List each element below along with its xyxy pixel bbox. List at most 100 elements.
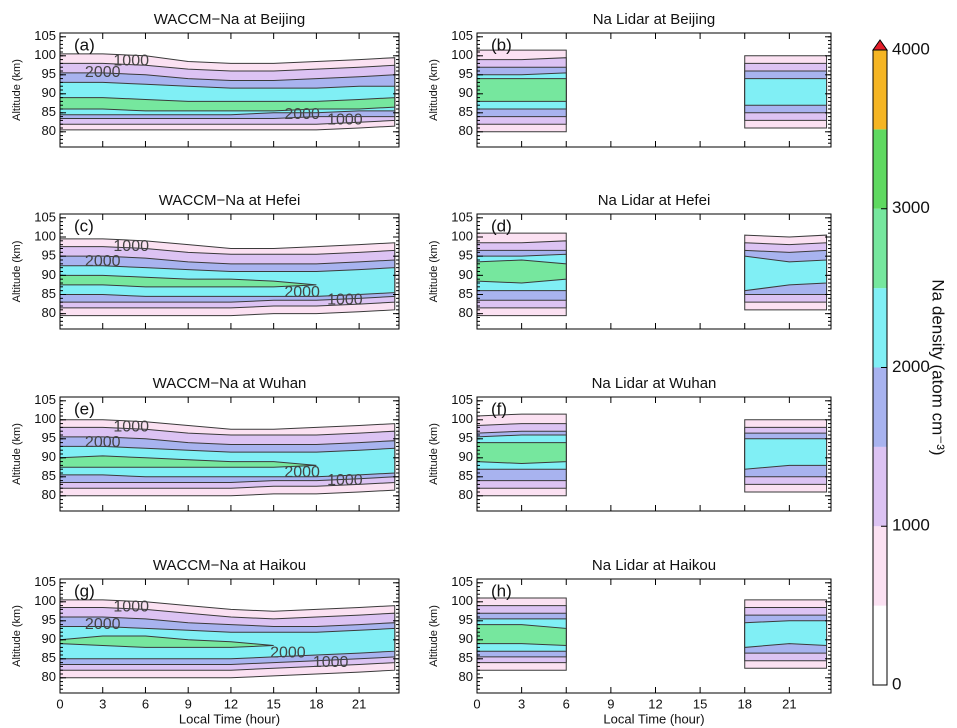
contour-label: 1000 <box>327 112 363 129</box>
y-tick-label: 100 <box>451 47 473 62</box>
y-tick-label: 105 <box>451 209 473 224</box>
contour-label: 1000 <box>113 238 149 255</box>
y-tick-label: 90 <box>459 449 473 464</box>
x-tick-label: 0 <box>473 696 480 711</box>
y-axis-label: Altitude (km) <box>428 605 440 667</box>
y-tick-label: 80 <box>459 123 473 138</box>
contour-label: 2000 <box>284 284 320 301</box>
y-tick-label: 90 <box>459 631 473 646</box>
y-tick-label: 80 <box>42 305 56 320</box>
panel-label: (a) <box>74 35 95 54</box>
colorbar-band <box>873 288 887 368</box>
y-axis-label: Altitude (km) <box>11 241 23 303</box>
y-tick-label: 95 <box>42 612 56 627</box>
contour-label: 2000 <box>85 253 121 270</box>
y-tick-label: 100 <box>34 228 56 243</box>
y-tick-label: 85 <box>459 468 473 483</box>
x-axis-label: Local Time (hour) <box>179 711 280 726</box>
x-tick-label: 3 <box>518 696 525 711</box>
x-tick-label: 6 <box>563 696 570 711</box>
y-tick-label: 85 <box>459 286 473 301</box>
colorbar-band <box>873 367 887 447</box>
y-tick-label: 80 <box>42 669 56 684</box>
panel-label: (e) <box>74 399 95 418</box>
contour-label: 2000 <box>284 464 320 481</box>
contour-band <box>477 442 567 465</box>
y-axis-label: Altitude (km) <box>11 59 23 121</box>
panel: 80 85 90 95 100 105 Na Lidar at Hefei (d) Altitu… <box>428 192 832 330</box>
x-tick-label: 15 <box>266 696 280 711</box>
panel-label: (b) <box>491 35 512 54</box>
panel: 80 85 90 95 100 105 Na Lidar at Wuhan (f) Altitu… <box>428 375 832 512</box>
x-tick-label: 18 <box>309 696 323 711</box>
contour-label: 2000 <box>270 644 306 661</box>
colorbar-tick-label: 3000 <box>892 198 930 217</box>
y-tick-label: 100 <box>451 411 473 426</box>
y-tick-label: 95 <box>459 612 473 627</box>
x-tick-label: 9 <box>607 696 614 711</box>
contour-band <box>60 274 317 288</box>
x-tick-label: 21 <box>352 696 366 711</box>
contour-band <box>744 255 828 292</box>
colorbar-band <box>873 50 887 130</box>
contour-label: 1000 <box>327 472 363 489</box>
colorbar-band <box>873 526 887 606</box>
colorbar-band <box>873 129 887 209</box>
panel-title: Na Lidar at Haikou <box>592 557 716 574</box>
contour-band <box>60 635 274 648</box>
contour-label: 1000 <box>113 419 149 436</box>
contour-fills <box>477 597 828 671</box>
y-tick-label: 80 <box>459 305 473 320</box>
y-tick-label: 105 <box>451 574 473 589</box>
contour-band <box>477 624 567 647</box>
contour-label: 2000 <box>284 106 320 123</box>
y-tick-label: 90 <box>42 267 56 282</box>
x-tick-label: 9 <box>185 696 192 711</box>
panel-label: (c) <box>74 216 94 235</box>
colorbar: 0 1000 2000 3000 4000 Na density (atom cm⁻³) <box>872 39 948 693</box>
contour-fills <box>477 232 828 317</box>
y-tick-label: 90 <box>42 449 56 464</box>
y-tick-label: 95 <box>459 66 473 81</box>
y-tick-label: 105 <box>34 28 56 43</box>
contour-band <box>744 620 828 648</box>
y-tick-label: 85 <box>459 104 473 119</box>
contour-band <box>744 78 828 106</box>
panel: 80 85 90 95 100 105 0 3 6 9 12 15 18 21 Na Lidar at Ha… <box>428 557 832 726</box>
y-tick-label: 90 <box>459 85 473 100</box>
y-tick-label: 105 <box>451 392 473 407</box>
y-tick-label: 85 <box>42 468 56 483</box>
contour-label: 1000 <box>313 654 349 671</box>
colorbar-band <box>873 605 887 685</box>
panel-label: (f) <box>491 399 507 418</box>
contour-band <box>60 97 396 112</box>
colorbar-tick-label: 0 <box>892 674 901 693</box>
contour-label: 2000 <box>85 616 121 633</box>
contour-fills <box>477 413 828 497</box>
y-tick-label: 80 <box>42 487 56 502</box>
y-tick-label: 100 <box>34 47 56 62</box>
contour-band <box>60 455 317 468</box>
panel-title: Na Lidar at Beijing <box>593 11 716 28</box>
contour-fills <box>60 599 396 679</box>
panel-title: WACCM−Na at Wuhan <box>153 375 307 392</box>
y-tick-label: 85 <box>459 650 473 665</box>
y-tick-label: 80 <box>459 487 473 502</box>
panel-label: (d) <box>491 216 512 235</box>
y-tick-label: 105 <box>34 209 56 224</box>
x-tick-label: 21 <box>782 696 796 711</box>
contour-fills <box>60 238 396 317</box>
y-tick-label: 100 <box>451 228 473 243</box>
panel-title: Na Lidar at Wuhan <box>592 375 717 392</box>
panel-title: WACCM−Na at Beijing <box>154 11 306 28</box>
y-axis-label: Altitude (km) <box>11 423 23 485</box>
x-tick-label: 18 <box>737 696 751 711</box>
x-axis-label: Local Time (hour) <box>603 711 704 726</box>
contour-label: 2000 <box>85 64 121 81</box>
y-tick-label: 95 <box>42 430 56 445</box>
y-axis-label: Altitude (km) <box>428 59 440 121</box>
contour-fills <box>477 49 828 133</box>
